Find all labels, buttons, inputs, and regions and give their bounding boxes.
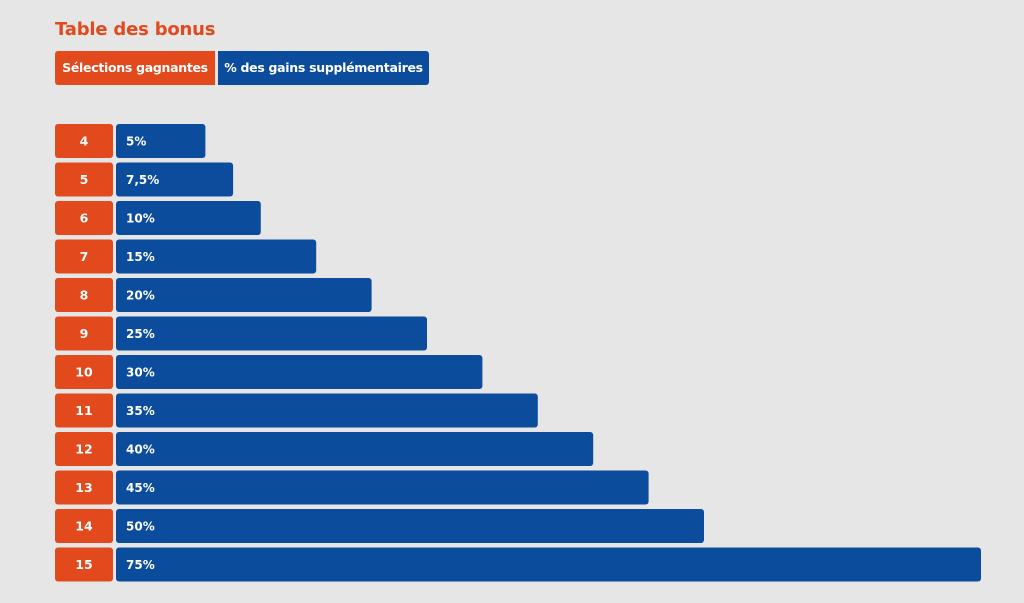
selection-count-label: 13 bbox=[75, 480, 92, 495]
selection-count-cell bbox=[55, 124, 113, 158]
bonus-bar bbox=[116, 124, 206, 158]
selection-count-cell bbox=[55, 201, 113, 235]
selection-count-cell bbox=[55, 547, 113, 582]
bonus-value-label: 45% bbox=[126, 481, 155, 495]
bonus-row-8: 8 20% bbox=[55, 278, 372, 312]
selection-count-cell bbox=[55, 355, 113, 389]
bonus-row-9: 9 25% bbox=[55, 316, 427, 351]
bonus-bar bbox=[116, 355, 483, 389]
selection-count-label: 10 bbox=[75, 365, 93, 380]
bonus-value-label: 25% bbox=[126, 327, 155, 341]
bonus-value-label: 10% bbox=[126, 212, 155, 226]
bonus-value-label: 30% bbox=[126, 366, 155, 380]
header-selections-gagnantes: Sélections gagnantes bbox=[55, 51, 215, 85]
bonus-value-label: 5% bbox=[126, 135, 146, 149]
selection-count-label: 6 bbox=[80, 211, 89, 226]
bonus-value-label: 7,5% bbox=[126, 173, 159, 187]
bonus-bar bbox=[116, 547, 981, 582]
bonus-row-10: 10 30% bbox=[55, 355, 483, 389]
selection-count-cell bbox=[55, 162, 113, 197]
selection-count-label: 9 bbox=[80, 326, 89, 341]
bonus-bar bbox=[116, 316, 427, 351]
bonus-row-7: 7 15% bbox=[55, 239, 317, 274]
selection-count-cell bbox=[55, 393, 113, 428]
bonus-bar bbox=[116, 393, 538, 428]
bonus-row-15: 15 75% bbox=[55, 547, 981, 582]
selection-count-cell bbox=[55, 316, 113, 351]
selection-count-cell bbox=[55, 432, 113, 466]
bonus-row-14: 14 50% bbox=[55, 509, 704, 543]
page-title: Table des bonus bbox=[55, 19, 216, 40]
selection-count-label: 7 bbox=[80, 249, 89, 264]
selection-count-cell bbox=[55, 470, 113, 505]
selection-count-label: 4 bbox=[80, 134, 89, 149]
table-header: Sélections gagnantes % des gains supplém… bbox=[55, 51, 429, 85]
bonus-row-13: 13 45% bbox=[55, 470, 649, 505]
bonus-row-12: 12 40% bbox=[55, 432, 594, 466]
selection-count-cell bbox=[55, 509, 113, 543]
bonus-row-11: 11 35% bbox=[55, 393, 538, 428]
bonus-value-label: 40% bbox=[126, 443, 155, 457]
bonus-row-6: 6 10% bbox=[55, 201, 261, 235]
bonus-bar bbox=[116, 278, 372, 312]
bonus-value-label: 50% bbox=[126, 520, 155, 534]
bonus-value-label: 75% bbox=[126, 558, 155, 572]
selection-count-label: 14 bbox=[75, 519, 93, 534]
bonus-bar bbox=[116, 201, 261, 235]
bonus-bar bbox=[116, 239, 317, 274]
bonus-value-label: 15% bbox=[126, 250, 155, 264]
bonus-bar bbox=[116, 162, 234, 197]
selection-count-cell bbox=[55, 278, 113, 312]
selection-count-label: 5 bbox=[80, 172, 89, 187]
selection-count-label: 11 bbox=[75, 403, 92, 418]
selection-count-label: 12 bbox=[75, 442, 92, 457]
bonus-value-label: 20% bbox=[126, 289, 155, 303]
bonus-row-4: 4 5% bbox=[55, 124, 206, 158]
bonus-bar bbox=[116, 432, 594, 466]
selection-count-label: 8 bbox=[80, 288, 89, 303]
bonus-bar bbox=[116, 470, 649, 505]
bonus-row-5: 5 7,5% bbox=[55, 162, 234, 197]
selection-count-cell bbox=[55, 239, 113, 274]
bonus-value-label: 35% bbox=[126, 404, 155, 418]
bonus-bar bbox=[116, 509, 704, 543]
header-gains-supplementaires: % des gains supplémentaires bbox=[218, 51, 429, 85]
selection-count-label: 15 bbox=[75, 557, 92, 572]
